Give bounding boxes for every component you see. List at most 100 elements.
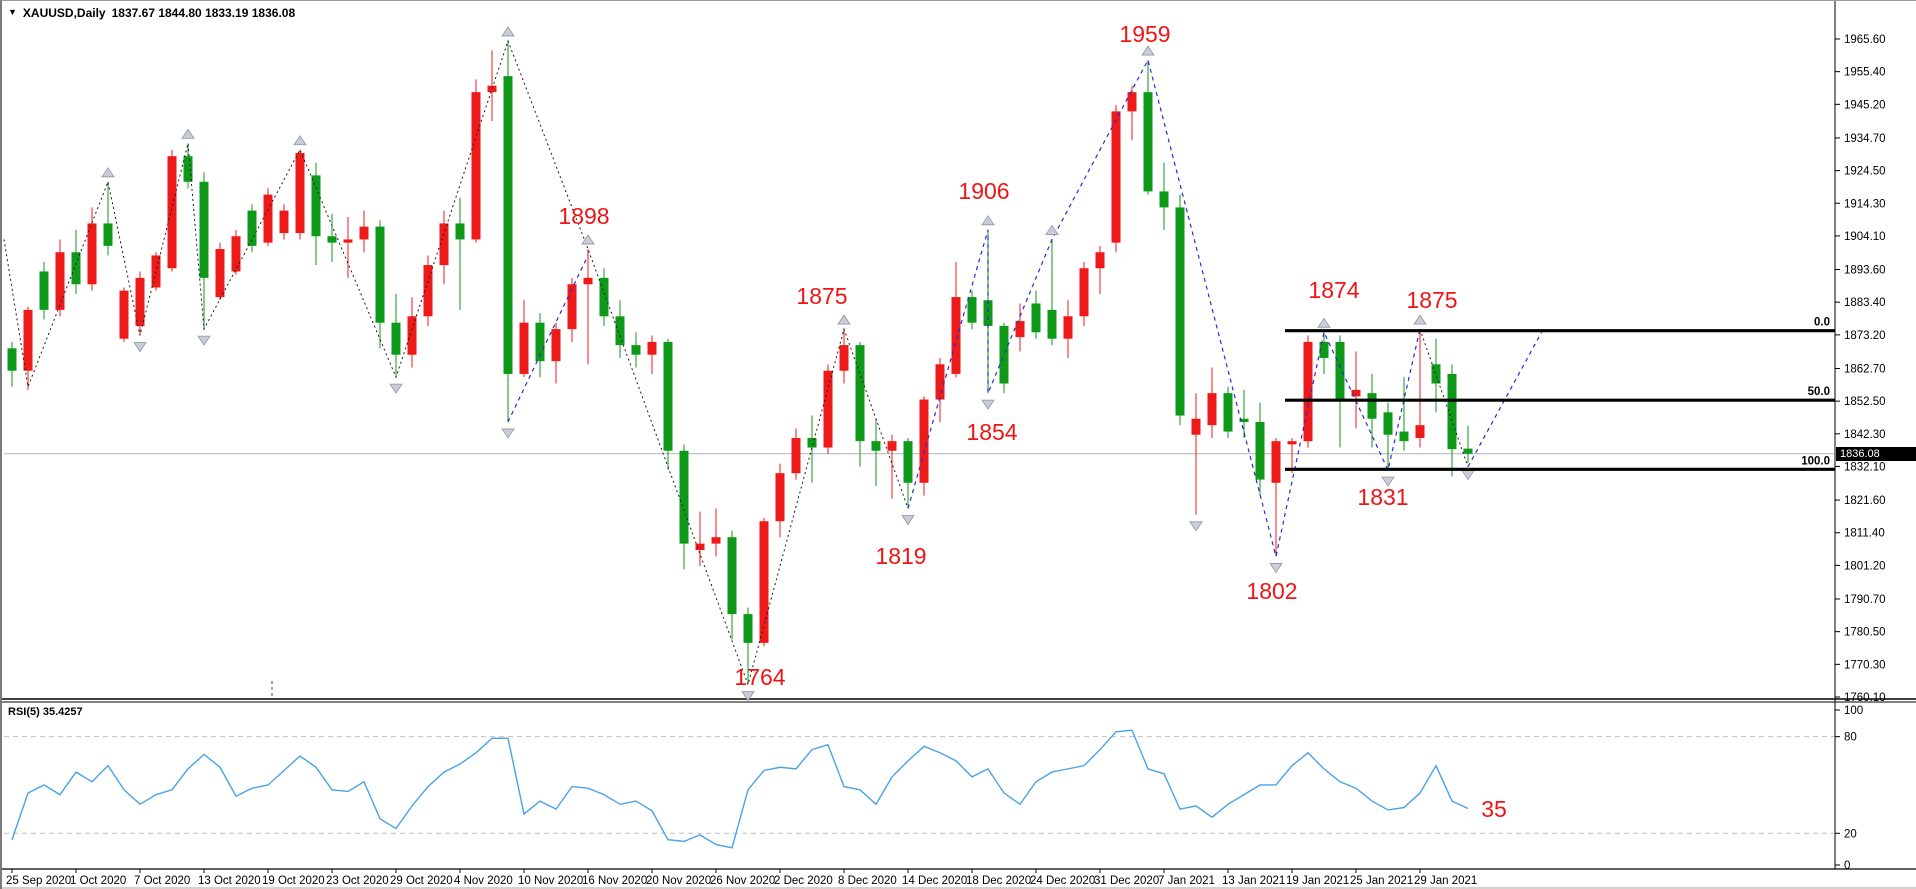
candle-bull (439, 223, 449, 266)
price-tick-label: 1934.70 (1844, 133, 1886, 145)
candle-bull (263, 194, 273, 243)
swing-price-label: 1764 (734, 664, 785, 690)
fractal-down-icon (1461, 470, 1475, 481)
candle-bull (935, 364, 945, 400)
fractal-down-icon (197, 335, 211, 346)
candle-bull (1351, 389, 1361, 397)
fib-level-label: 0.0 (1814, 317, 1830, 329)
fractal-up-icon (981, 215, 995, 226)
fractal-up-icon (501, 26, 515, 37)
candle-bear (1399, 431, 1409, 442)
candle-bear (247, 210, 257, 246)
fractal-up-icon (293, 135, 307, 146)
fractal-up-icon (1413, 314, 1427, 325)
date-tick-label: 16 Nov 2020 (582, 875, 647, 887)
candle-bear (391, 322, 401, 355)
symbol-dropdown-icon[interactable]: ▼ (8, 7, 17, 17)
candle-bull (1063, 316, 1073, 339)
candle-bear (679, 450, 689, 544)
candle-bear (1159, 191, 1169, 208)
candle-bull (87, 223, 97, 285)
candle-bear (903, 441, 913, 483)
date-tick-label: 14 Dec 2020 (902, 875, 967, 887)
ohlc-quote-label: 1837.67 1844.80 1833.19 1836.08 (111, 6, 296, 20)
swing-price-labels: 1959 1906 1898 1875 1874 1875 1854 1831 1819 1802… (558, 21, 1506, 822)
candle-bull (231, 236, 241, 272)
date-tick-label: 25 Sep 2020 (6, 875, 71, 887)
candle-bull (279, 210, 289, 234)
candle-bull (1287, 441, 1297, 445)
candle-bear (1047, 309, 1057, 339)
candle-bear (1431, 364, 1441, 384)
date-tick-label: 26 Nov 2020 (710, 875, 775, 887)
candle-bull (951, 297, 961, 374)
fractal-down-icon (133, 342, 147, 353)
price-axis[interactable]: 1965.60 1955.40 1945.20 1934.70 1924.50 1914.… (1835, 34, 1886, 872)
date-tick-label: 4 Nov 2020 (454, 875, 513, 887)
candle-bull (839, 345, 849, 371)
candle-bear (599, 277, 609, 317)
price-tick-label: 1842.30 (1844, 429, 1886, 441)
candle-bull (1127, 92, 1137, 112)
fractal-down-icon (389, 383, 403, 394)
price-tick-label: 1955.40 (1844, 67, 1886, 79)
rsi-axis-label: 100 (1844, 705, 1863, 717)
price-tick-label: 1852.50 (1844, 396, 1886, 408)
swing-price-label: 1854 (966, 419, 1017, 445)
zigzag-blue-dashed (507, 58, 1543, 557)
candle-bear (311, 175, 321, 237)
candle-bull (471, 92, 481, 240)
rsi-axis-label: 0 (1844, 860, 1850, 872)
fractal-down-icon (741, 691, 755, 702)
candle-bear (1383, 412, 1393, 435)
price-tick-label: 1904.10 (1844, 231, 1886, 243)
candle-bull (55, 252, 65, 310)
candle-bear (1143, 92, 1153, 192)
symbol-period-label: XAUUSD,Daily (22, 6, 106, 20)
candle-bear (871, 441, 881, 451)
candle-bear (1335, 341, 1345, 400)
candle-bear (1255, 421, 1265, 480)
candle-bear (503, 76, 513, 374)
candle-bull (151, 255, 161, 288)
candle-bull (1191, 418, 1201, 435)
candle-bull (1111, 111, 1121, 243)
candle-bull (215, 249, 225, 298)
candle-bull (1095, 252, 1105, 269)
candle-bull (519, 322, 529, 374)
candle-bear (983, 300, 993, 326)
candle-bull (775, 473, 785, 522)
candle-bull (1415, 425, 1425, 438)
date-tick-label: 7 Jan 2021 (1158, 875, 1215, 887)
price-tick-label: 1965.60 (1844, 34, 1886, 46)
chart-title: ▼ XAUUSD,Daily 1837.67 1844.80 1833.19 1… (8, 6, 295, 20)
swing-price-label: 1898 (558, 203, 609, 229)
swing-price-label: 1831 (1357, 484, 1408, 510)
price-tick-label: 1832.10 (1844, 461, 1886, 473)
candle-bear (375, 226, 385, 323)
candle-bear (1447, 373, 1457, 450)
price-tick-label: 1862.70 (1844, 363, 1886, 375)
price-tick-label: 1821.60 (1844, 495, 1886, 507)
candle-bear (743, 614, 753, 643)
candle-bull (135, 277, 145, 326)
date-tick-label: 2 Dec 2020 (774, 875, 833, 887)
date-tick-label: 29 Jan 2021 (1414, 875, 1477, 887)
candle-bull (791, 437, 801, 474)
date-tick-label: 7 Oct 2020 (134, 875, 190, 887)
fractal-up-icon (1045, 224, 1059, 235)
current-price-badge: 1836.08 (1836, 447, 1916, 461)
fractal-down-icon (1269, 563, 1283, 574)
candle-bull (551, 329, 561, 362)
price-tick-label: 1780.50 (1844, 627, 1886, 639)
date-tick-label: 24 Dec 2020 (1030, 875, 1095, 887)
fractal-down-icon (1381, 476, 1395, 487)
candle-bear (1175, 207, 1185, 416)
fractal-up-icon (181, 128, 195, 139)
swing-price-label: 1875 (796, 283, 847, 309)
candle-bull (887, 441, 897, 451)
price-tick-label: 1924.50 (1844, 166, 1886, 178)
